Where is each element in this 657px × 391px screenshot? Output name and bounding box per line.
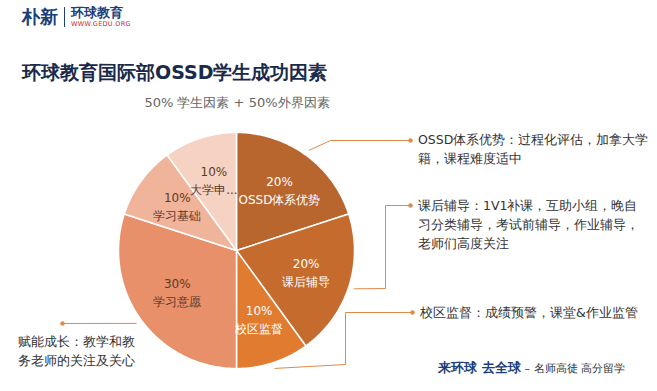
svg-text:OSSD体系优势: OSSD体系优势 [239,193,321,207]
html-text:环球教育: 环球教育 [71,5,123,20]
svg-text:10%: 10% [201,165,228,179]
html-text:50% 学生因素 + 50%外界因素: 50% 学生因素 + 50%外界因素 [144,95,330,110]
svg-text:10%: 10% [246,304,273,318]
html-text:OSSD体系优势：过程化评估，加拿大学籍，课程难度适中: OSSD体系优势：过程化评估，加拿大学籍，课程难度适中 [418,132,649,166]
svg-text:大学申...: 大学申... [190,183,237,197]
svg-text:20%: 20% [266,175,293,189]
svg-text:学习意愿: 学习意愿 [153,295,201,309]
svg-text:30%: 30% [164,277,191,291]
html-text:环球教育国际部OSSD学生成功因素: 环球教育国际部OSSD学生成功因素 [22,61,328,83]
html-text:赋能成长：教学和教务老师的关注及关心: 赋能成长：教学和教务老师的关注及关心 [18,334,135,368]
svg-text:学习基础: 学习基础 [153,209,201,223]
svg-text:10%: 10% [164,191,191,205]
svg-text:校区监督: 校区监督 [234,322,283,336]
html-text:校区监督：成绩预警，课堂&作业监管: 校区监督：成绩预警，课堂&作业监管 [420,305,638,320]
html-text:WWW.GEDU.ORG: WWW.GEDU.ORG [71,20,131,28]
html-text:课后辅导：1V1补课，互助小组，晚自习分类辅导，考试前辅导，: 课后辅导：1V1补课，互助小组，晚自习分类辅导，考试前辅导，作业辅导，老师们高度… [418,198,639,251]
html-text:来环球 去全球 – 名师高徒 高分留学: 来环球 去全球 – 名师高徒 高分留学 [438,360,625,375]
svg-text:20%: 20% [293,257,320,271]
svg-text:课后辅导: 课后辅导 [282,275,330,289]
html-text:朴新: 朴新 [22,6,58,27]
